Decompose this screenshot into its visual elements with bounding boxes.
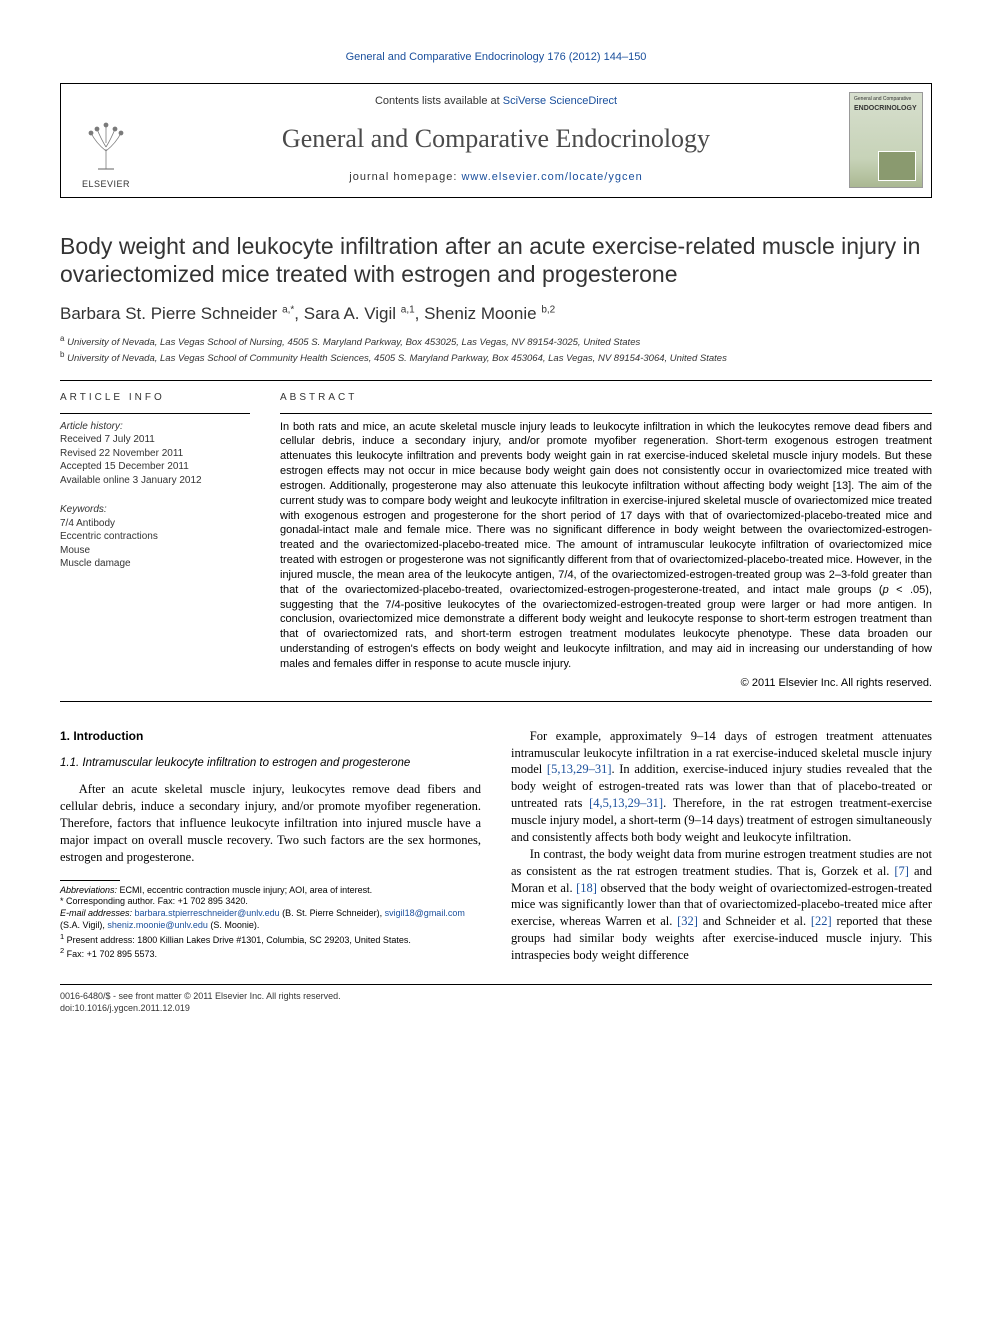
affiliation-line: a University of Nevada, Las Vegas School…: [60, 334, 932, 350]
keyword-line: Eccentric contractions: [60, 530, 250, 544]
article-title: Body weight and leukocyte infiltration a…: [60, 232, 932, 290]
abstract-heading: ABSTRACT: [280, 391, 932, 405]
article-info-heading: ARTICLE INFO: [60, 391, 250, 405]
journal-masthead: ELSEVIER Contents lists available at Sci…: [60, 83, 932, 198]
keywords-block: Keywords: 7/4 AntibodyEccentric contract…: [60, 503, 250, 571]
section-1-heading: 1. Introduction: [60, 728, 481, 744]
history-line: Available online 3 January 2012: [60, 474, 250, 488]
footnotes-block: Abbreviations: ECMI, eccentric contracti…: [60, 880, 481, 961]
affiliation-line: b University of Nevada, Las Vegas School…: [60, 350, 932, 366]
footnote-1-text: Present address: 1800 Killian Lakes Driv…: [64, 935, 411, 945]
contents-available-line: Contents lists available at SciVerse Sci…: [159, 94, 833, 109]
section-rule-bottom: [60, 701, 932, 702]
journal-name: General and Comparative Endocrinology: [159, 121, 833, 156]
footnote-abbreviations: Abbreviations: ECMI, eccentric contracti…: [60, 885, 481, 897]
abbrev-text: ECMI, eccentric contraction muscle injur…: [117, 885, 372, 895]
publisher-logo-block: ELSEVIER: [61, 84, 151, 197]
abstract-column: ABSTRACT In both rats and mice, an acute…: [280, 391, 932, 691]
email-label: E-mail addresses:: [60, 908, 132, 918]
abstract-rule: [280, 413, 932, 414]
abstract-text: In both rats and mice, an acute skeletal…: [280, 420, 932, 672]
history-heading: Article history:: [60, 420, 250, 434]
homepage-prefix: journal homepage:: [349, 171, 461, 183]
cover-thumb-title: ENDOCRINOLOGY: [854, 104, 918, 113]
keywords-heading: Keywords:: [60, 503, 250, 517]
corr-label: * Corresponding author.: [60, 896, 155, 906]
author-list: Barbara St. Pierre Schneider a,*, Sara A…: [60, 303, 932, 326]
citation-link[interactable]: [7]: [894, 864, 909, 878]
affiliations: a University of Nevada, Las Vegas School…: [60, 334, 932, 366]
footer-line-1: 0016-6480/$ - see front matter © 2011 El…: [60, 991, 932, 1003]
section-1-1-heading: 1.1. Intramuscular leukocyte infiltratio…: [60, 756, 481, 772]
article-info-column: ARTICLE INFO Article history: Received 7…: [60, 391, 250, 691]
body-two-column: 1. Introduction 1.1. Intramuscular leuko…: [60, 728, 932, 964]
masthead-center: Contents lists available at SciVerse Sci…: [151, 84, 841, 197]
contents-prefix: Contents lists available at: [375, 95, 503, 107]
journal-cover-thumbnail: General and Comparative ENDOCRINOLOGY: [849, 92, 923, 188]
cover-thumb-top: General and Comparative: [854, 97, 918, 102]
citation-link[interactable]: [18]: [576, 881, 597, 895]
citation-link[interactable]: [4,5,13,29–31]: [589, 796, 663, 810]
footnote-2-text: Fax: +1 702 895 5573.: [64, 949, 157, 959]
info-rule: [60, 413, 250, 414]
page-footer: 0016-6480/$ - see front matter © 2011 El…: [60, 984, 932, 1014]
corr-text: Fax: +1 702 895 3420.: [155, 896, 248, 906]
cover-thumb-image: [878, 151, 916, 181]
body-paragraph-1: After an acute skeletal muscle injury, l…: [60, 781, 481, 865]
body-paragraph-3: In contrast, the body weight data from m…: [511, 846, 932, 964]
footnote-emails: E-mail addresses: barbara.stpierreschnei…: [60, 908, 481, 931]
email-attribution: (S. Moonie).: [208, 920, 260, 930]
running-head: General and Comparative Endocrinology 17…: [60, 50, 932, 65]
homepage-line: journal homepage: www.elsevier.com/locat…: [159, 170, 833, 185]
abstract-copyright: © 2011 Elsevier Inc. All rights reserved…: [280, 676, 932, 691]
footnote-corresponding: * Corresponding author. Fax: +1 702 895 …: [60, 896, 481, 908]
journal-homepage-link[interactable]: www.elsevier.com/locate/ygcen: [461, 171, 642, 183]
email-attribution: (S.A. Vigil),: [60, 920, 107, 930]
email-link[interactable]: barbara.stpierreschneider@unlv.edu: [135, 908, 280, 918]
history-line: Accepted 15 December 2011: [60, 460, 250, 474]
elsevier-tree-icon: [76, 116, 136, 176]
email-link[interactable]: svigil18@gmail.com: [385, 908, 465, 918]
footnote-1: 1 Present address: 1800 Killian Lakes Dr…: [60, 932, 481, 947]
email-attribution: (B. St. Pierre Schneider),: [280, 908, 385, 918]
footnotes-rule: [60, 880, 120, 881]
history-line: Received 7 July 2011: [60, 433, 250, 447]
cover-thumbnail-block: General and Comparative ENDOCRINOLOGY: [841, 84, 931, 197]
abbrev-label: Abbreviations:: [60, 885, 117, 895]
email-link[interactable]: sheniz.moonie@unlv.edu: [107, 920, 208, 930]
footnote-2: 2 Fax: +1 702 895 5573.: [60, 946, 481, 961]
sciencedirect-link[interactable]: SciVerse ScienceDirect: [503, 95, 617, 107]
article-history: Article history: Received 7 July 2011Rev…: [60, 420, 250, 488]
citation-link[interactable]: [32]: [677, 914, 698, 928]
footer-line-2: doi:10.1016/j.ygcen.2011.12.019: [60, 1003, 932, 1015]
keyword-line: Mouse: [60, 544, 250, 558]
body-paragraph-2: For example, approximately 9–14 days of …: [511, 728, 932, 846]
section-rule-top: [60, 380, 932, 381]
citation-link[interactable]: [22]: [811, 914, 832, 928]
keyword-line: Muscle damage: [60, 557, 250, 571]
citation-link[interactable]: [5,13,29–31]: [547, 762, 612, 776]
publisher-name: ELSEVIER: [82, 178, 130, 190]
keyword-line: 7/4 Antibody: [60, 517, 250, 531]
history-line: Revised 22 November 2011: [60, 447, 250, 461]
